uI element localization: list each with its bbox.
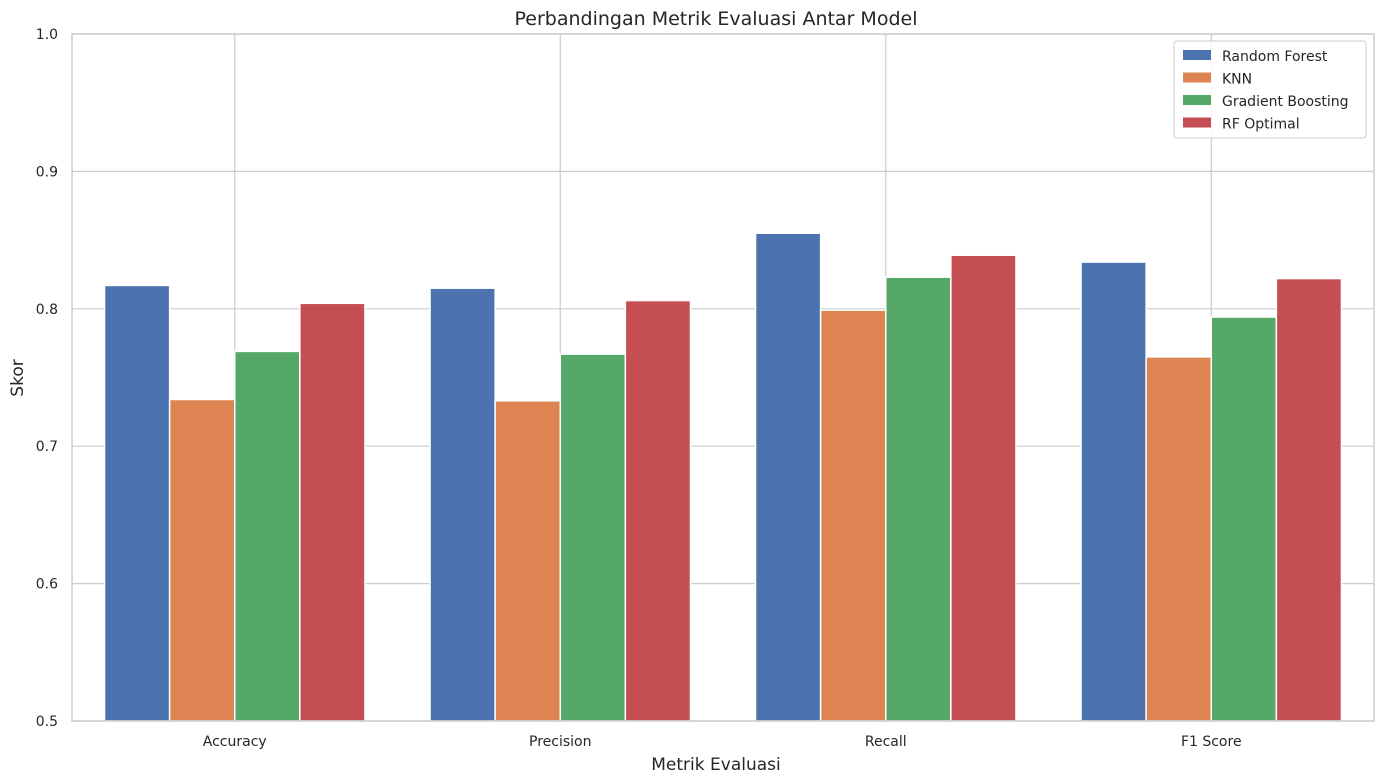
legend-label: RF Optimal: [1222, 117, 1300, 133]
y-tick-label: 0.9: [36, 164, 58, 180]
legend-label: KNN: [1222, 72, 1252, 88]
legend-box: [1173, 40, 1367, 139]
bar-random-forest-f1-score: [1080, 261, 1147, 722]
bar-knn-f1-score: [1145, 356, 1213, 722]
x-tick-label: Recall: [865, 734, 907, 750]
y-tick-labels: 0.5 0.6 0.7 0.8 0.9 1.0: [36, 27, 58, 730]
y-tick-label: 1.0: [36, 27, 58, 43]
bar-gradient-boosting-accuracy: [234, 350, 301, 722]
x-axis-label: Metrik Evaluasi: [651, 755, 780, 775]
legend-swatch: [1183, 50, 1211, 60]
bar-gradient-boosting-precision: [559, 353, 627, 722]
legend-swatch: [1183, 72, 1211, 83]
plot-frame: [71, 33, 1375, 722]
bar-random-forest-accuracy: [103, 284, 171, 722]
bar-rf-optimal-accuracy: [299, 302, 366, 722]
bar-gradient-boosting-f1-score: [1210, 316, 1278, 722]
legend-swatch: [1183, 117, 1211, 128]
bar-knn-precision: [494, 400, 561, 722]
chart-title: Perbandingan Metrik Evaluasi Antar Model: [515, 8, 918, 30]
bar-gradient-boosting-recall: [885, 276, 952, 722]
y-tick-label: 0.5: [36, 714, 58, 730]
legend-label: Random Forest: [1222, 49, 1328, 65]
legend-label: Gradient Boosting: [1222, 94, 1349, 110]
bar-random-forest-precision: [429, 287, 496, 722]
y-tick-label: 0.6: [36, 577, 58, 593]
bar-rf-optimal-f1-score: [1275, 277, 1343, 722]
x-tick-label: Precision: [529, 734, 591, 750]
x-tick-labels: Accuracy Precision Recall F1 Score: [203, 734, 1242, 750]
y-tick-label: 0.7: [36, 439, 58, 455]
y-axis-label: Skor: [8, 359, 28, 396]
bar-rf-optimal-recall: [950, 254, 1017, 722]
bar-knn-accuracy: [168, 398, 236, 722]
bars: [103, 232, 1343, 722]
legend: Random Forest KNN Gradient Boosting RF Opti…: [1173, 40, 1367, 139]
legend-swatch: [1183, 95, 1211, 105]
x-tick-label: Accuracy: [203, 734, 267, 750]
bar-rf-optimal-precision: [624, 299, 692, 722]
bar-knn-recall: [819, 309, 887, 722]
x-tick-label: F1 Score: [1181, 734, 1242, 750]
y-tick-label: 0.8: [36, 302, 58, 318]
bar-random-forest-recall: [754, 232, 822, 722]
